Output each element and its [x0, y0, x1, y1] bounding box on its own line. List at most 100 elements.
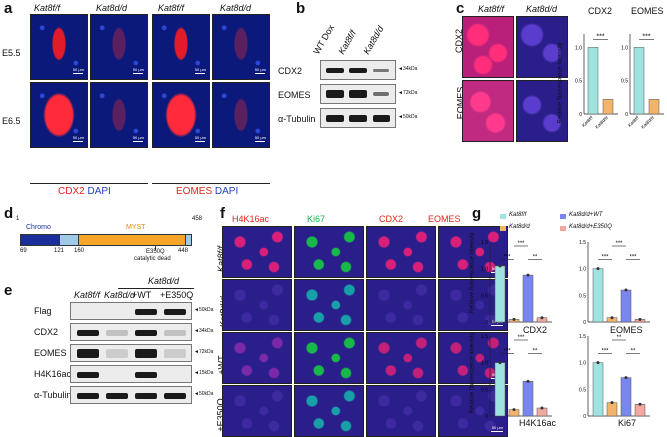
f-scalebar-r3 [491, 431, 503, 432]
e-row-3: H4K16ac [34, 369, 72, 379]
g-ytick-3-3: 1.5 [579, 334, 586, 340]
f-image-r1-c0 [222, 279, 292, 331]
f-image-r2-c2 [366, 332, 436, 384]
c-sig-1: *** [642, 33, 650, 40]
a-legend-cdx2: CDX2 [58, 186, 85, 197]
d-start: 1 [16, 216, 20, 222]
g-bar-3-1 [606, 402, 618, 417]
g-title-2: H4K16ac [519, 418, 557, 428]
e-band-2-2 [135, 349, 157, 358]
c-img-cdx2-dd [516, 16, 568, 78]
b-col-2: Kat8d/d [361, 24, 386, 56]
a-underline-right [152, 183, 270, 184]
a-image-r0-c1: 50 μm [90, 14, 148, 80]
g-legend-swatch-2 [560, 214, 566, 219]
e-row-4: α-Tubulin [34, 390, 72, 400]
e-band-2-3 [164, 349, 186, 358]
g-sig-1-0: *** [601, 255, 609, 261]
f-image-r1-c2 [366, 279, 436, 331]
a-image-r0-c0: 50 μm [30, 14, 88, 80]
g-point-3-1 [610, 401, 614, 405]
c-xtick-0-1: Kat8d/d [594, 115, 609, 130]
g-point-0-3 [540, 316, 544, 320]
f-image-r0-c0 [222, 226, 292, 278]
a-image-r1-c3: 50 μm [212, 82, 270, 148]
f-image-r3-c0 [222, 385, 292, 437]
panel-letter-c: c [456, 0, 465, 17]
d-pos-121: 121 [54, 248, 65, 254]
g-legend-label-1: Kat8d/d [509, 224, 530, 230]
g-ytick-0-0: 0 [485, 320, 488, 326]
g-sig-1-2: *** [629, 255, 637, 261]
e-band-3-2 [135, 372, 157, 378]
e-band-1-2 [135, 330, 157, 336]
g-point-3-2 [624, 376, 628, 380]
e-marker-3: ◄15kDa [194, 370, 214, 376]
g-ytick-0-2: 1.0 [481, 267, 488, 273]
c-ytick-0-2: 1.0 [575, 45, 582, 51]
e-band-3-0 [77, 372, 99, 378]
e-blot-0 [70, 302, 192, 320]
f-scalebar-r1 [491, 325, 503, 326]
g-point-1-1 [610, 316, 614, 320]
g-sig-1-1: *** [615, 241, 623, 247]
a-image-r0-c2: 50 μm [152, 14, 210, 80]
a-legend-dapi: DAPI [87, 186, 111, 197]
a-scale-text-r0-c0: 50 μm [72, 67, 84, 72]
a-underline-left [30, 183, 148, 184]
c-bar-1-0 [633, 47, 645, 115]
g-sig-3-0: *** [601, 349, 609, 355]
g-point-0-2 [526, 273, 530, 277]
f-image-r2-c1 [294, 332, 364, 384]
b-row-0: CDX2 [278, 66, 303, 76]
e-band-2-0 [77, 349, 99, 358]
e-blot-1 [70, 323, 192, 341]
g-bar-2-2 [522, 381, 534, 417]
a-scale-text-r0-c1: 50 μm [132, 67, 144, 72]
a-scalebar-r1-c1 [133, 141, 143, 142]
g-point-3-3 [638, 402, 642, 406]
c-xtick-0-0: Kat8f/f [581, 115, 594, 128]
b-blot-eomes [320, 84, 396, 104]
f-col-1: Ki67 [307, 214, 326, 224]
e-col-0: Kat8f/f [74, 290, 101, 300]
g-point-1-2 [624, 288, 628, 292]
panel-letter-e: e [4, 282, 13, 299]
d-chromo-label: Chromo [26, 224, 51, 231]
e-blot-2 [70, 344, 192, 362]
c-sig-0: *** [596, 33, 604, 40]
a-scalebar-r0-c1 [133, 73, 143, 74]
e-col-2: +WT [132, 290, 152, 300]
g-point-2-1 [512, 408, 516, 412]
c-ytick-1-0: 0 [625, 112, 628, 118]
a-scale-text-r1-c2: 50 μm [194, 135, 206, 140]
b-marker-1: ◄72kDa [398, 90, 418, 96]
g-bar-1-2 [620, 289, 632, 323]
f-image-r3-c2 [366, 385, 436, 437]
e-marker-1: ◄34kDa [194, 328, 214, 334]
c-col-1: Kat8d/d [526, 4, 558, 14]
a-scale-text-r0-c2: 50 μm [194, 67, 206, 72]
b-row-1: EOMES [278, 90, 311, 100]
a-scalebar-r1-c0 [73, 141, 83, 142]
a-image-r1-c1: 50 μm [90, 82, 148, 148]
f-col-0: H4K16ac [232, 214, 270, 224]
c-ytick-0-1: 0.5 [575, 79, 582, 85]
a-row-1: E6.5 [2, 116, 21, 126]
g-bar-3-3 [634, 404, 646, 417]
g-point-1-3 [638, 317, 642, 321]
a-row-0: E5.5 [2, 48, 21, 58]
e-row-1: CDX2 [34, 327, 59, 337]
g-sig-0-0: *** [503, 255, 511, 261]
c-col-0: Kat8f/f [478, 4, 505, 14]
e-band-1-1 [106, 330, 128, 336]
a-scale-text-r1-c1: 50 μm [132, 135, 144, 140]
f-image-r1-c1 [294, 279, 364, 331]
a-col-3: Kat8d/d [220, 3, 252, 13]
a-legend-left: CDX2 DAPI [58, 186, 111, 197]
g-ytick-2-3: 1.5 [481, 334, 488, 340]
e-row-2: EOMES [34, 348, 67, 358]
g-point-0-1 [512, 317, 516, 321]
c-bar-1-1 [648, 99, 660, 115]
d-mutation-tick [155, 246, 156, 250]
